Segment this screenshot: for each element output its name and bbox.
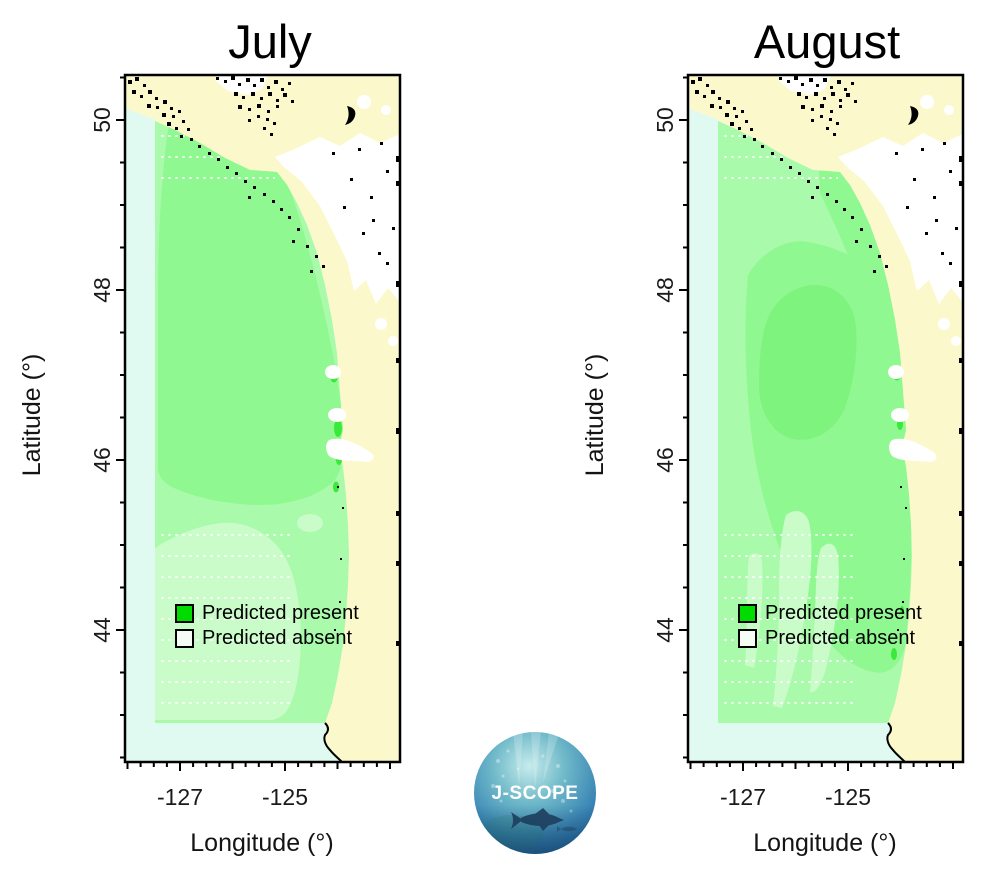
y-tick-labels: 50 48 46 44 [652,107,678,643]
deep-water-shade [474,732,596,854]
y-tick-48: 48 [652,277,678,303]
coastline-speckles [128,76,399,646]
y-tick-44: 44 [89,617,115,643]
legend-present-swatch [738,604,757,623]
x-tick-125: -125 [262,784,308,810]
map-legend: Predicted present Predicted absent [175,602,359,649]
panel-title: July [228,15,312,68]
y-tick-44: 44 [652,617,678,643]
panel-title: August [754,15,900,68]
fish-icon [511,808,564,831]
y-tick-46: 46 [89,447,115,473]
outside-domain-ocean [125,108,342,762]
y-tick-50: 50 [652,107,678,133]
y-tick-50: 50 [89,107,115,133]
y-tick-labels: 50 48 46 44 [89,107,115,643]
legend-absent-label: Predicted absent [765,627,916,649]
x-axis-title: Longitude (°) [190,829,333,857]
map-legend: Predicted present Predicted absent [738,602,922,649]
x-tick-127: -127 [720,784,766,810]
x-tick-127: -127 [157,784,203,810]
coastline-speckles [691,76,962,646]
map-panel-august: August [581,15,965,857]
y-axis-ticks [116,76,125,759]
y-axis-title: Latitude (°) [18,354,46,477]
legend-absent-label: Predicted absent [202,627,353,649]
present-dark-region [759,284,857,440]
jscope-logo: J-SCOPE [474,732,596,854]
outside-domain-ocean [688,108,905,762]
x-tick-labels: -127 -125 [720,784,871,810]
legend-present-label: Predicted present [202,602,359,624]
legend-present-label: Predicted present [765,602,922,624]
present-pale-spot [297,514,323,532]
south-coastline [886,722,906,763]
small-fish-icon [557,826,577,832]
x-tick-125: -125 [825,784,871,810]
x-axis-ticks [689,762,954,771]
y-tick-46: 46 [652,447,678,473]
logo-wordmark: J-SCOPE [492,783,579,804]
x-axis-ticks [126,762,391,771]
present-medium-region [158,121,344,505]
legend-present-swatch [175,604,194,623]
legend-absent-swatch [175,629,194,648]
y-axis-ticks [679,76,688,759]
prediction-field [155,121,349,723]
legend-absent-swatch [738,629,757,648]
stipple-south [157,530,293,723]
inland-waters [216,75,400,462]
south-coastline [323,722,343,763]
map-panel-july: July [18,15,402,857]
y-tick-48: 48 [89,277,115,303]
y-axis-title: Latitude (°) [581,354,609,477]
inland-waters [779,75,963,462]
stipple-south [720,530,856,723]
prediction-field [718,121,912,723]
x-tick-labels: -127 -125 [157,784,308,810]
x-axis-title: Longitude (°) [753,829,896,857]
